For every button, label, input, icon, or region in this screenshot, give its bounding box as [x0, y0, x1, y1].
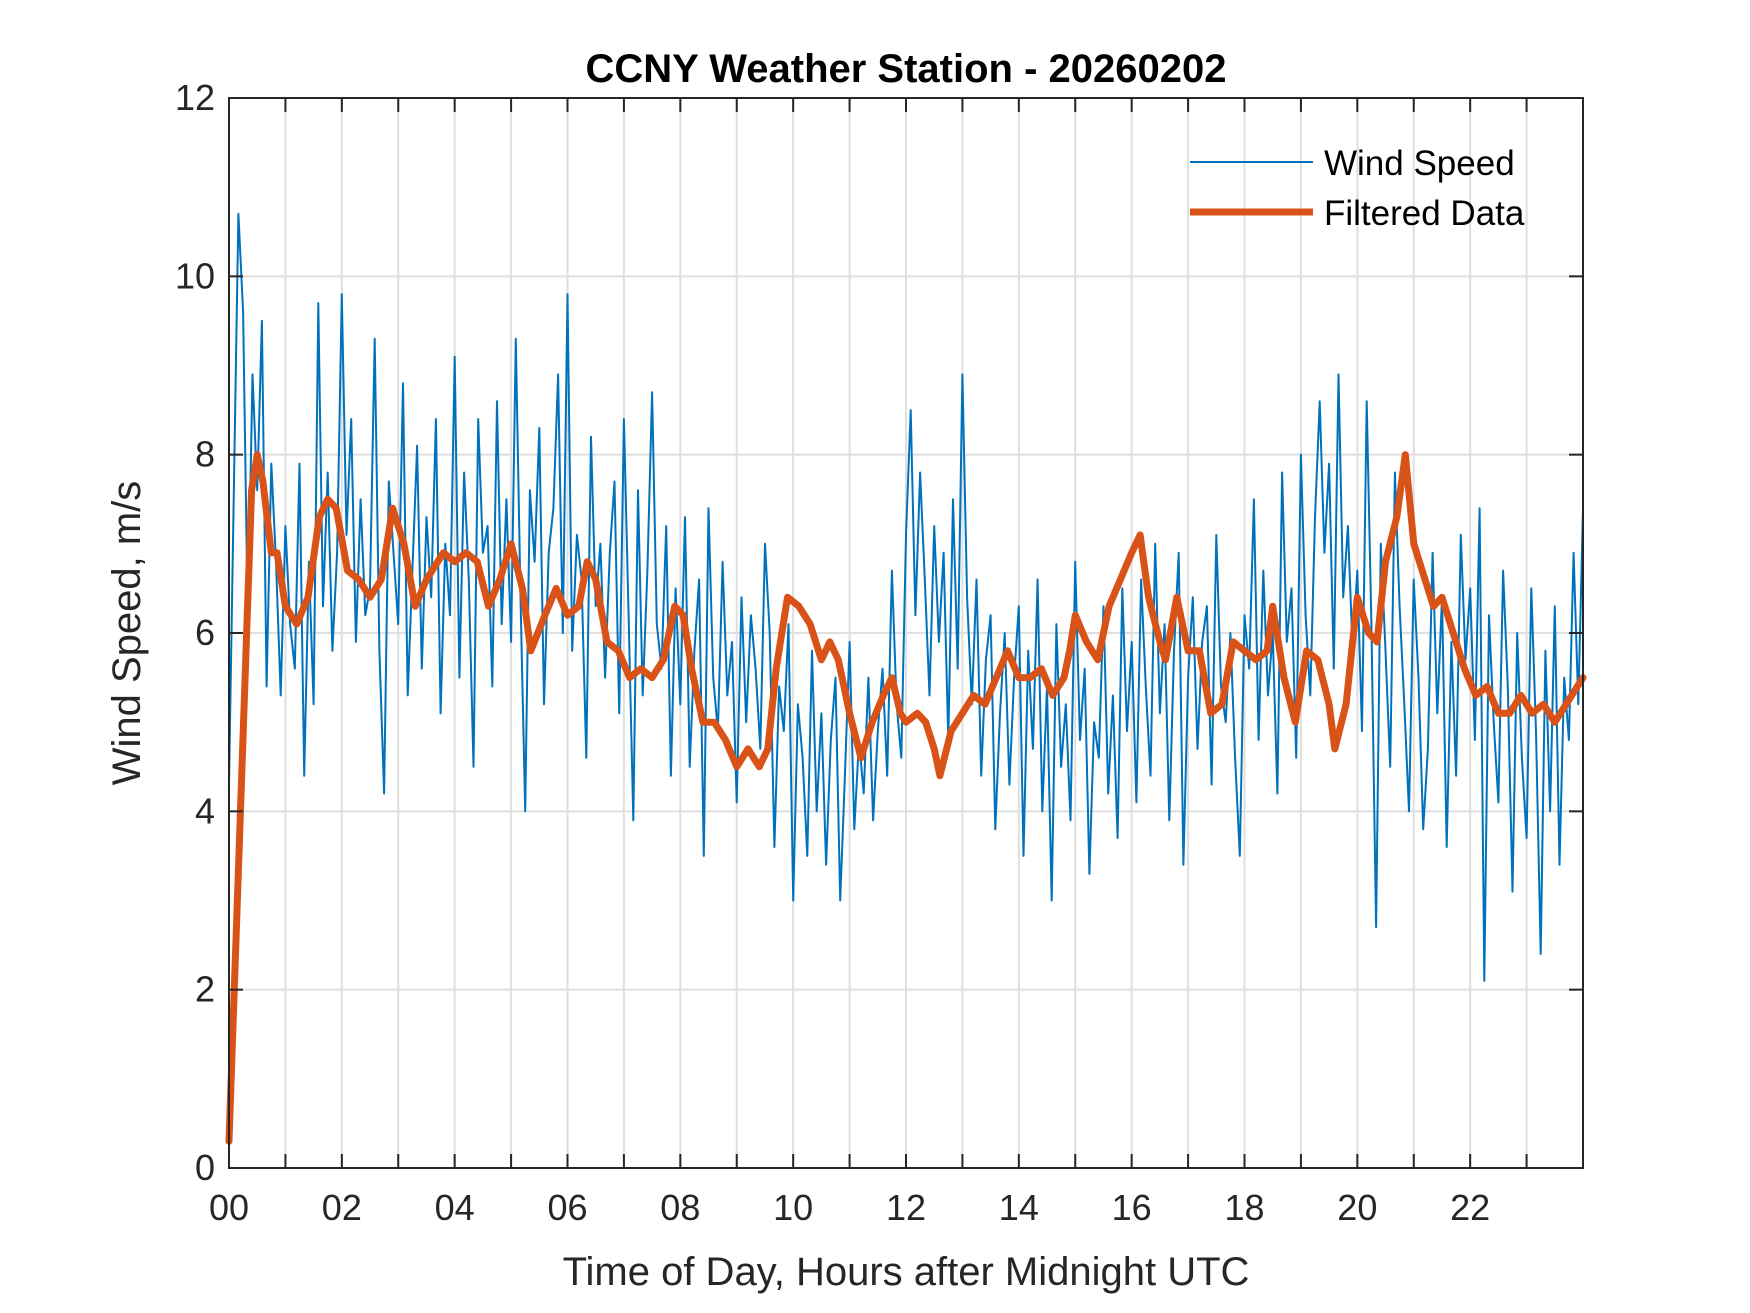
x-tick-label: 12	[886, 1187, 926, 1228]
x-tick-label: 02	[322, 1187, 362, 1228]
x-tick-label: 08	[660, 1187, 700, 1228]
y-tick-label: 2	[195, 969, 215, 1010]
x-tick-label: 16	[1112, 1187, 1152, 1228]
x-axis-label: Time of Day, Hours after Midnight UTC	[563, 1250, 1250, 1294]
filtered-data-series	[225, 451, 1587, 1145]
y-tick-label: 4	[195, 790, 215, 831]
legend-filtered-data-label: Filtered Data	[1324, 194, 1525, 233]
filtered-data-line	[225, 451, 1587, 1145]
legend-wind-speed-label: Wind Speed	[1324, 144, 1515, 183]
y-tick-labels: 0 2 4 6 8 10 12	[175, 77, 215, 1188]
x-tick-labels: 00 02 04 06 08 10 12 14 16 18 20 22	[209, 1187, 1490, 1228]
x-tick-label: 10	[773, 1187, 813, 1228]
x-tick-label: 18	[1224, 1187, 1264, 1228]
y-tick-label: 8	[195, 434, 215, 475]
x-tick-label: 00	[209, 1187, 249, 1228]
x-tick-label: 14	[999, 1187, 1039, 1228]
x-tick-label: 22	[1450, 1187, 1490, 1228]
x-tick-label: 06	[547, 1187, 587, 1228]
wind-speed-series	[228, 212, 1584, 982]
x-tick-label: 20	[1337, 1187, 1377, 1228]
axis-ticks	[228, 97, 1583, 1169]
grid-lines	[229, 98, 1583, 1168]
x-tick-label: 04	[435, 1187, 475, 1228]
y-tick-label: 0	[195, 1147, 215, 1188]
chart-title: CCNY Weather Station - 20260202	[586, 47, 1227, 91]
wind-speed-line	[228, 212, 1584, 982]
y-tick-label: 6	[195, 612, 215, 653]
y-axis-label: Wind Speed, m/s	[105, 481, 149, 786]
y-tick-label: 10	[175, 255, 215, 296]
y-tick-label: 12	[175, 77, 215, 118]
legend: Wind Speed Filtered Data	[1190, 144, 1525, 233]
